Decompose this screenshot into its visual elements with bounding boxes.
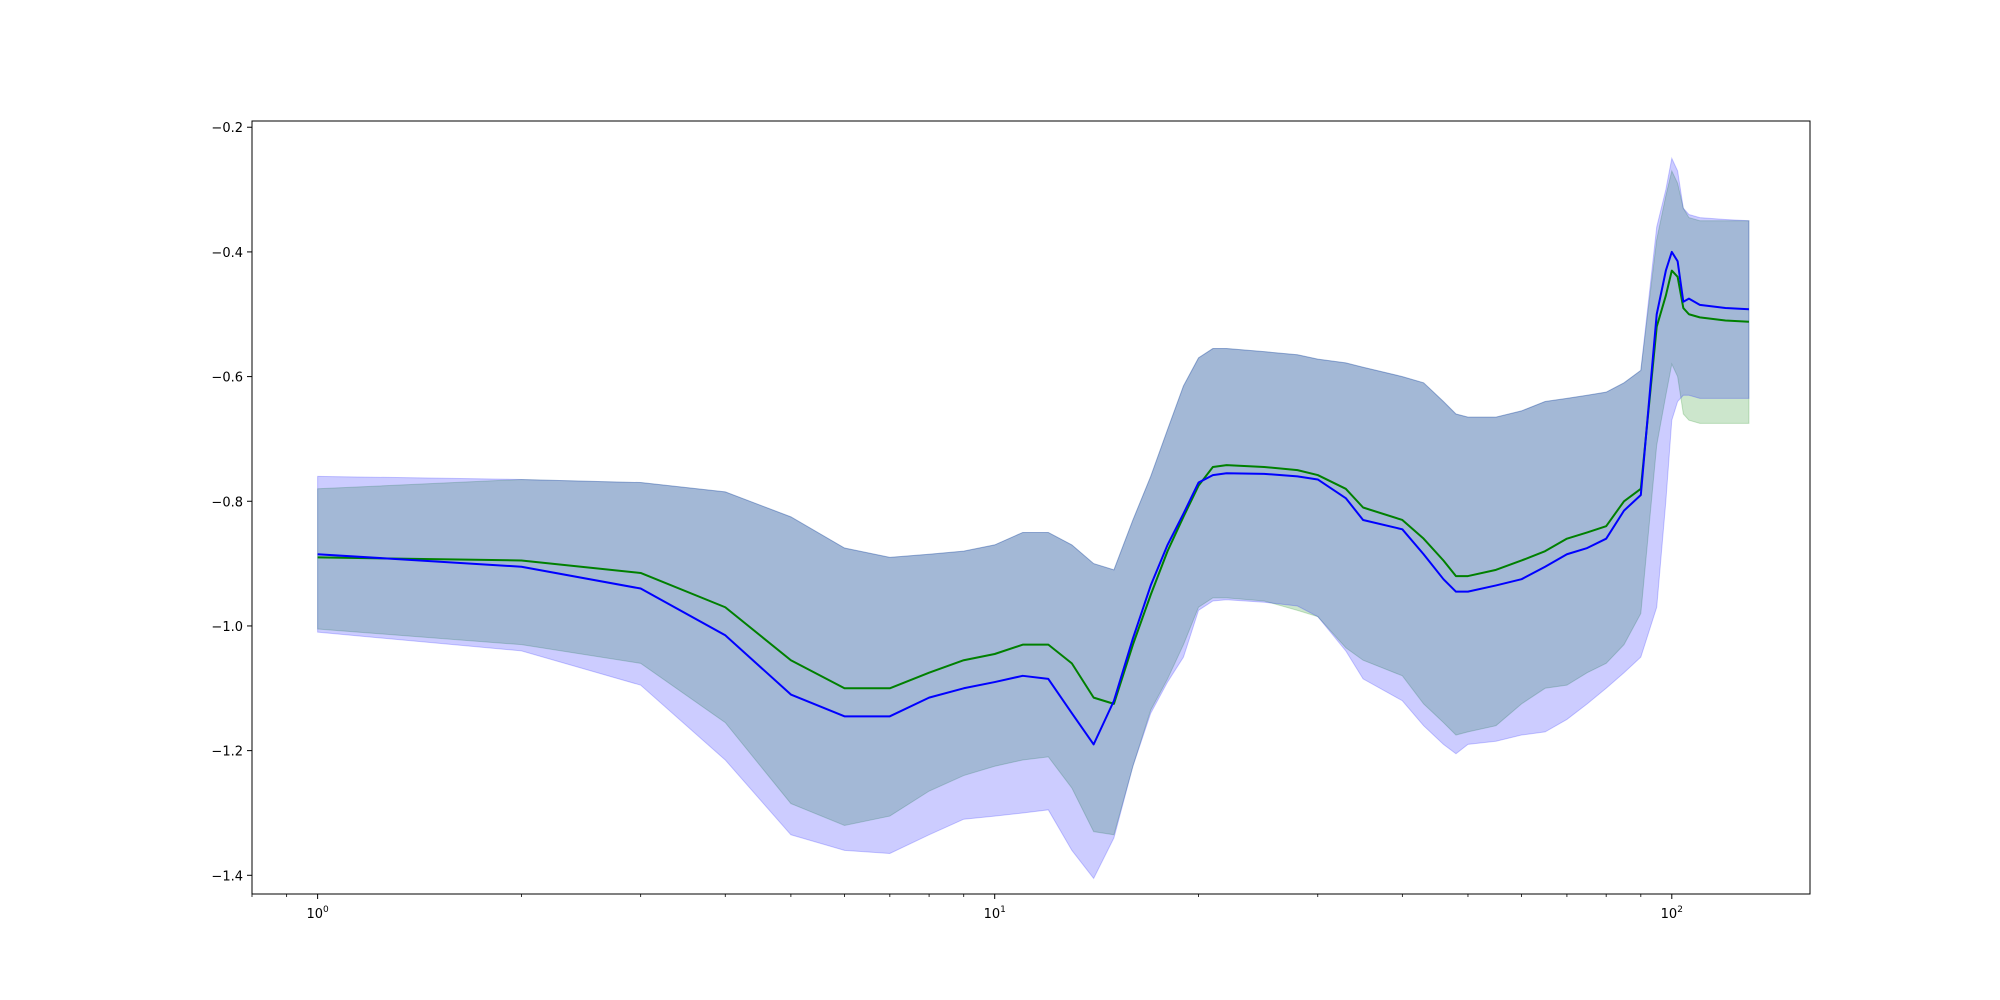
y-tick-label: −1.0 (211, 620, 243, 635)
y-tick-label: −0.2 (211, 121, 243, 136)
y-tick-label: −0.8 (211, 495, 243, 510)
series-1-band (317, 156, 1750, 880)
y-tick-label: −0.4 (211, 246, 243, 261)
y-tick-label: −0.6 (211, 371, 243, 386)
series-1-line (317, 250, 1749, 746)
x-axis: 100 101 102 (251, 894, 1683, 922)
series-lines (317, 250, 1749, 746)
x-tick-label: 102 (1661, 905, 1683, 922)
x-tick-label: 100 (306, 905, 329, 922)
confidence-bands (317, 156, 1750, 880)
plot-frame (251, 120, 1811, 895)
series-0-band (317, 169, 1750, 836)
x-tick-label: 101 (984, 905, 1006, 922)
y-axis: −0.2 −0.4 −0.6 −0.8 −1.0 −1.2 −1.4 (211, 121, 252, 884)
y-tick-label: −1.2 (211, 745, 243, 760)
series-0-line (317, 269, 1749, 705)
y-tick-label: −1.4 (211, 869, 243, 884)
